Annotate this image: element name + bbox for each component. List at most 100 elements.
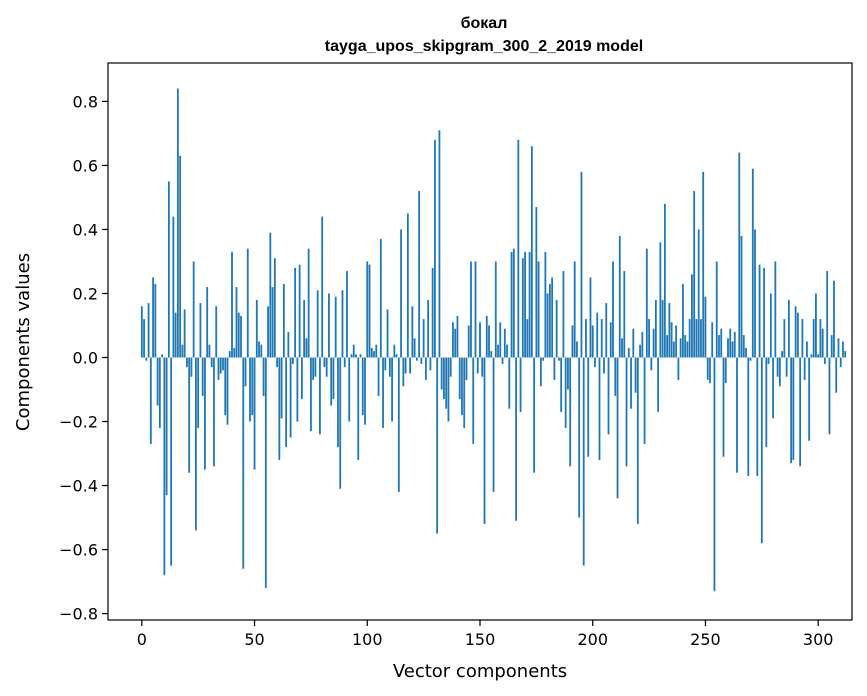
bar-155	[490, 351, 493, 358]
bar-54	[262, 357, 265, 396]
bar-262	[731, 341, 734, 358]
bar-70	[298, 264, 301, 358]
bar-9	[161, 354, 164, 358]
bar-108	[384, 357, 387, 371]
bar-306	[830, 335, 833, 358]
bar-40	[231, 251, 233, 358]
bar-283	[778, 357, 781, 387]
bar-12	[167, 181, 170, 358]
bar-272	[754, 229, 756, 358]
bar-8	[158, 357, 161, 428]
bar-268	[745, 347, 747, 358]
bar-39	[228, 351, 231, 358]
bar-57	[269, 232, 272, 358]
bar-63	[282, 283, 285, 358]
bar-305	[828, 357, 831, 435]
bar-269	[747, 357, 750, 476]
bar-143	[463, 357, 466, 428]
bar-112	[393, 344, 396, 358]
bar-151	[481, 357, 484, 377]
bar-141	[458, 357, 461, 400]
bar-223	[643, 357, 646, 444]
bar-80	[321, 216, 324, 358]
bar-160	[501, 357, 504, 364]
bar-125	[422, 319, 425, 358]
bar-21	[188, 357, 191, 473]
bar-171	[526, 319, 529, 358]
bar-167	[517, 139, 520, 358]
bar-226	[650, 357, 653, 371]
bar-221	[639, 344, 641, 358]
bar-216	[627, 347, 630, 358]
bar-298	[812, 319, 815, 358]
bar-41	[233, 347, 236, 358]
bar-278	[767, 357, 770, 364]
bar-117	[404, 357, 407, 374]
bar-213	[621, 338, 623, 358]
bar-45	[242, 357, 245, 569]
bar-200	[591, 325, 594, 358]
bar-173	[530, 146, 533, 358]
bar-157	[494, 261, 497, 358]
bar-87	[337, 357, 339, 448]
bar-102	[370, 347, 373, 358]
bar-241	[684, 335, 687, 358]
bar-302	[821, 328, 824, 358]
bar-60	[276, 357, 278, 368]
bar-104	[375, 344, 378, 358]
bar-215	[625, 357, 628, 467]
bar-111	[391, 357, 393, 422]
bar-33	[215, 306, 218, 358]
bar-253	[711, 322, 714, 358]
bar-196	[582, 357, 585, 566]
bar-75	[310, 357, 312, 432]
bar-158	[497, 344, 499, 358]
bar-90	[343, 357, 346, 368]
bar-53	[260, 344, 263, 358]
bar-257	[720, 328, 723, 358]
bar-18	[181, 344, 184, 358]
bar-184	[555, 299, 558, 358]
bar-212	[618, 235, 621, 358]
bar-229	[657, 357, 660, 412]
bar-145	[467, 325, 470, 358]
bar-279	[769, 293, 772, 358]
bar-94	[352, 344, 355, 358]
bar-15	[174, 312, 177, 358]
bar-307	[833, 280, 835, 358]
bar-156	[492, 357, 495, 492]
bar-195	[580, 171, 583, 358]
bar-95	[355, 354, 357, 358]
bar-51	[255, 299, 258, 358]
bar-309	[837, 338, 840, 358]
bar-137	[449, 357, 452, 377]
bar-201	[594, 357, 596, 368]
bar-142	[461, 357, 463, 416]
bar-97	[359, 354, 362, 358]
bar-99	[364, 357, 366, 425]
bar-147	[472, 357, 475, 444]
bar-270	[749, 357, 752, 361]
bar-133	[440, 357, 443, 390]
bar-29	[206, 287, 209, 358]
bar-132	[438, 130, 441, 358]
bar-304	[826, 271, 829, 358]
bar-256	[718, 335, 720, 358]
bar-153	[485, 315, 488, 358]
bar-62	[280, 357, 283, 419]
bar-232	[663, 203, 666, 358]
bar-30	[208, 344, 211, 358]
bar-152	[483, 357, 486, 524]
bar-222	[641, 331, 644, 358]
bar-50	[253, 357, 256, 470]
bar-140	[456, 315, 459, 358]
x-tick-label-4: 200	[577, 630, 608, 649]
bar-126	[424, 357, 427, 380]
bar-284	[781, 351, 784, 358]
y-axis-ticks: −0.8 −0.6 −0.4 −0.2 0.0 0.2 0.4 0.6 0.8	[59, 92, 108, 624]
bar-197	[585, 319, 587, 358]
x-tick-label-2: 100	[352, 630, 383, 649]
x-axis-ticks: 0 50 100 150 200 250 300	[137, 620, 833, 649]
bar-101	[368, 264, 371, 358]
